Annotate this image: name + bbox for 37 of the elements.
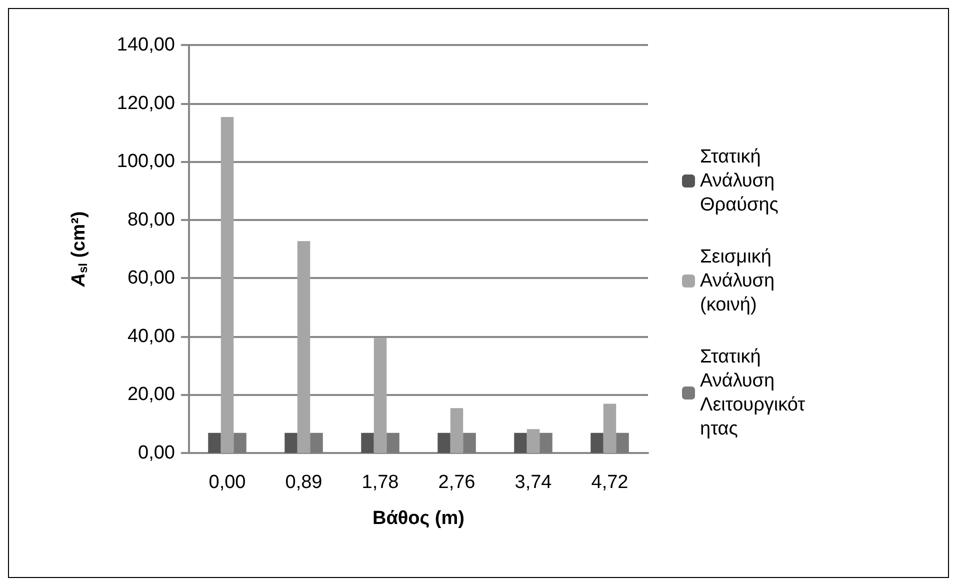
bar: [603, 404, 616, 453]
y-tick-label: 20,00: [127, 384, 175, 406]
x-axis-title: Βάθος (m): [372, 508, 464, 529]
x-tick-label: 1,78: [362, 472, 399, 493]
bar: [208, 432, 221, 453]
x-tick-label: 4,72: [591, 472, 628, 493]
x-tick-label: 2,76: [438, 472, 476, 493]
bar: [310, 432, 323, 453]
y-tick-label: 80,00: [127, 209, 175, 230]
x-tick-label: 3,74: [514, 472, 552, 493]
bar: [297, 241, 310, 453]
y-tick-label: 0,00: [138, 442, 175, 464]
legend-label: Σεισμική Ανάλυση (κοινή): [700, 246, 780, 316]
x-tick-label: 0,89: [285, 472, 322, 493]
bar: [220, 116, 234, 453]
legend-label: Στατική Ανάλυση Λειτουργικότητας: [700, 346, 806, 440]
y-axis-title: Asl (cm²): [68, 211, 90, 288]
bar: [616, 432, 629, 453]
bar: [361, 432, 374, 453]
bar: [540, 432, 552, 453]
legend-label: Στατική Ανάλυση Θραύσης: [700, 146, 780, 216]
x-tick-label: 0,00: [208, 472, 246, 493]
y-tick-label: 40,00: [127, 326, 175, 347]
bar: [463, 432, 476, 453]
y-tick-label: 120,00: [116, 92, 175, 114]
y-tick-label: 100,00: [116, 151, 175, 172]
bar: [590, 432, 604, 453]
bar: [514, 432, 527, 453]
y-tick-label: 60,00: [127, 268, 175, 289]
bar: [284, 432, 298, 453]
bar: [386, 432, 400, 453]
bar: [374, 338, 387, 453]
y-tick-label: 140,00: [116, 34, 175, 56]
bar: [438, 432, 450, 453]
bar: [450, 408, 464, 453]
bar: [526, 429, 540, 453]
bar: [234, 432, 246, 453]
